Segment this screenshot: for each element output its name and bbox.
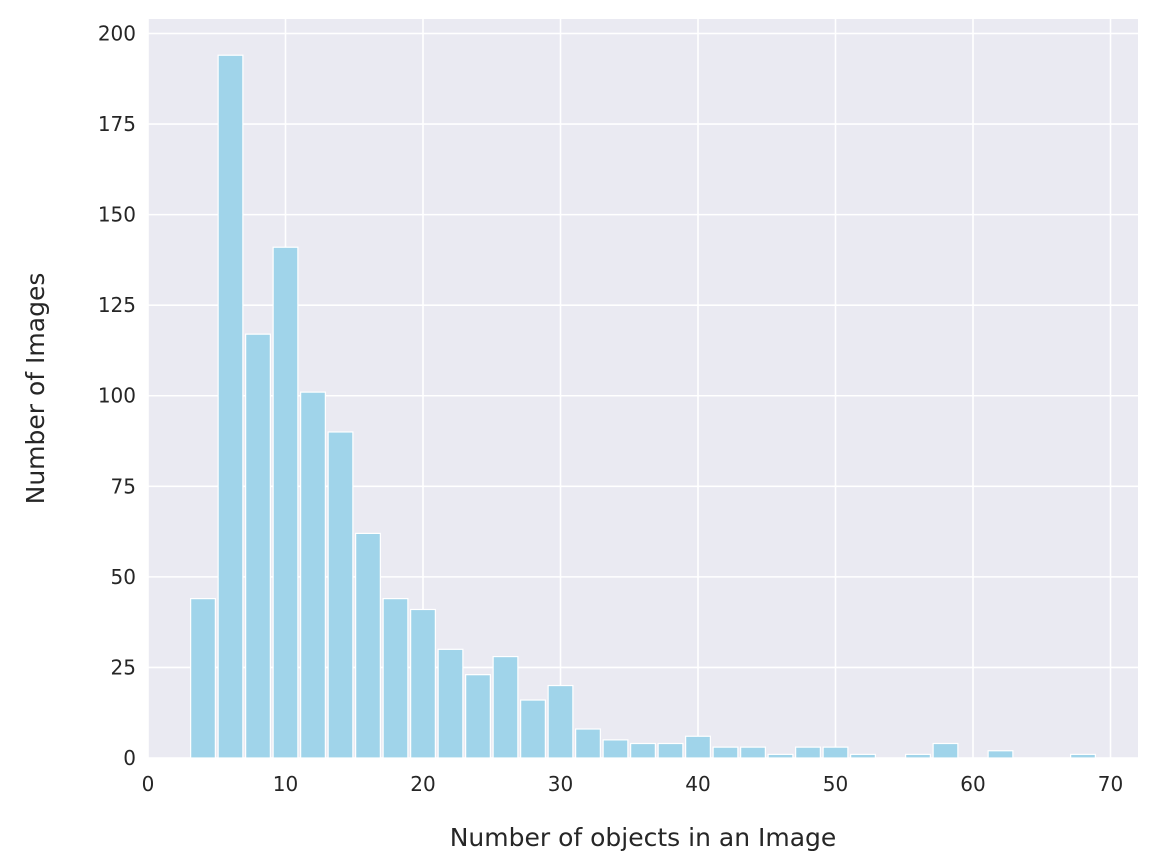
x-tick-label: 70: [1098, 772, 1123, 796]
x-tick-label: 0: [142, 772, 155, 796]
y-tick-label: 200: [98, 21, 136, 45]
histogram-bar: [217, 54, 244, 759]
histogram-bar: [685, 735, 711, 759]
histogram-bar: [272, 246, 299, 759]
histogram-bar: [932, 742, 959, 759]
histogram-bar: [822, 746, 849, 759]
x-axis-label: Number of objects in an Image: [450, 823, 837, 852]
histogram-bar: [245, 333, 271, 759]
y-axis-label: Number of Images: [21, 273, 50, 505]
histogram-bar: [767, 753, 794, 759]
y-tick-label: 175: [98, 112, 136, 136]
histogram-bar: [520, 699, 546, 759]
x-tick-label: 20: [410, 772, 435, 796]
histogram-bar: [300, 391, 326, 759]
y-tick-labels: 0 25 50 75 100 125 150 175 200: [98, 21, 136, 770]
x-tick-label: 50: [823, 772, 848, 796]
histogram-bar: [905, 753, 931, 759]
y-tick-label: 50: [111, 565, 136, 589]
y-tick-label: 75: [111, 474, 136, 498]
histogram-bar: [190, 598, 216, 759]
histogram-bar: [657, 742, 684, 759]
histogram-bar: [382, 598, 409, 759]
histogram-bar: [465, 674, 491, 759]
histogram-bar: [1070, 753, 1096, 759]
histogram-bar: [575, 728, 601, 759]
bars: [190, 54, 1096, 759]
histogram-bar: [410, 608, 436, 759]
histogram-bar: [492, 655, 519, 759]
histogram-bar: [712, 746, 739, 759]
x-tick-label: 40: [685, 772, 710, 796]
histogram-bar: [795, 746, 821, 759]
y-tick-label: 0: [123, 746, 136, 770]
x-tick-label: 10: [273, 772, 298, 796]
histogram-bar: [437, 648, 464, 759]
x-tick-label: 60: [960, 772, 985, 796]
histogram-bar: [327, 431, 354, 759]
x-tick-labels: 0 10 20 30 40 50 60 70: [142, 772, 1124, 796]
y-tick-label: 125: [98, 293, 136, 317]
x-tick-label: 30: [548, 772, 573, 796]
histogram-bar: [740, 746, 766, 759]
y-tick-label: 25: [111, 655, 136, 679]
histogram-bar: [602, 739, 629, 759]
histogram-bar: [987, 750, 1014, 759]
histogram-bar: [547, 684, 574, 759]
y-tick-label: 100: [98, 384, 136, 408]
histogram-bar: [355, 532, 381, 759]
histogram-bar: [630, 742, 656, 759]
y-tick-label: 150: [98, 203, 136, 227]
histogram-bar: [850, 753, 876, 759]
